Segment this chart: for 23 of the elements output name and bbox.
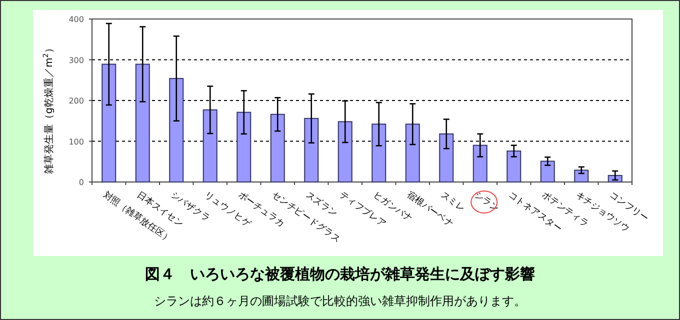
bar [202,109,218,182]
text: シランは約６ヶ月の圃場試験で比較的強い雑草抑制作用があります。 [154,294,526,308]
bar [338,121,352,182]
bar [135,64,150,182]
bar [372,124,386,182]
bar [236,112,252,182]
bar [169,78,184,182]
y-tick-label: 200 [68,96,84,106]
y-tick-label: 0 [78,178,84,187]
x-tick-label: スミレ [438,190,467,214]
bar [102,64,116,182]
bar [472,144,488,182]
bar [439,133,454,182]
y-tick-label: 400 [68,15,84,24]
y-tick-label: 300 [68,56,84,65]
bar [405,124,420,182]
y-tick-label: 100 [68,137,84,146]
bar [270,114,285,182]
bar [574,170,589,182]
bar [540,160,555,182]
text: 図４ いろいろな被覆植物の栽培が雑草発生に及ぼす影響 [145,265,535,283]
bar [304,118,319,182]
bar [506,150,522,182]
